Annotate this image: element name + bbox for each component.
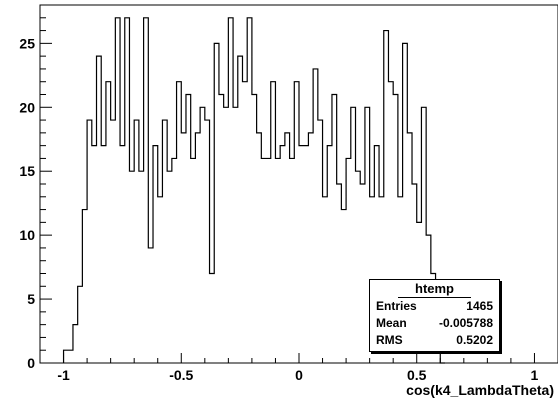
stats-value-entries: 1465	[466, 299, 493, 313]
stats-value-mean: -0.005788	[438, 316, 493, 330]
stats-row-mean: Mean -0.005788	[370, 315, 499, 332]
stats-value-rms: 0.5202	[456, 333, 493, 347]
stats-title: htemp	[398, 280, 471, 298]
x-tick-label: 0	[295, 367, 303, 383]
x-tick-label: -1	[57, 367, 70, 383]
stats-label-rms: RMS	[376, 333, 403, 347]
x-tick-label: 1	[531, 367, 539, 383]
x-tick-label: 0.5	[407, 367, 427, 383]
y-tick-label: 10	[19, 227, 35, 243]
stats-label-entries: Entries	[376, 299, 417, 313]
x-axis-label: cos(k4_LambdaTheta)	[406, 382, 554, 398]
y-tick-label: 20	[19, 99, 35, 115]
stats-row-rms: RMS 0.5202	[370, 332, 499, 349]
y-tick-label: 25	[19, 35, 35, 51]
histogram-line	[62, 17, 445, 364]
y-tick-label: 15	[19, 163, 35, 179]
stats-label-mean: Mean	[376, 316, 407, 330]
axis-ticks	[39, 4, 558, 364]
stats-box: htemp Entries 1465 Mean -0.005788 RMS 0.…	[369, 279, 500, 352]
stats-row-entries: Entries 1465	[370, 298, 499, 315]
x-tick-label: -0.5	[169, 367, 193, 383]
y-tick-label: 0	[27, 355, 35, 371]
y-tick-label: 5	[27, 291, 35, 307]
